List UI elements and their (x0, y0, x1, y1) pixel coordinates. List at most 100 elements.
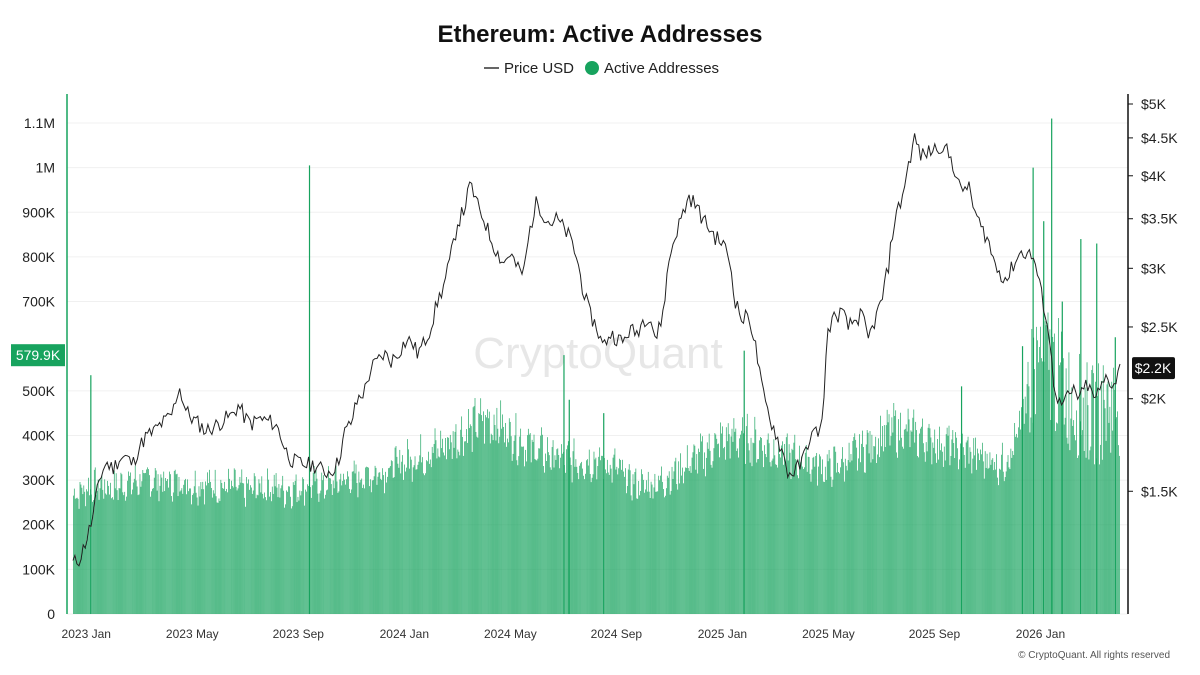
active-address-bar (411, 481, 413, 614)
active-address-bar (1114, 389, 1115, 614)
active-address-bar (847, 460, 849, 614)
active-address-bar (405, 471, 406, 614)
active-address-bar (537, 458, 539, 614)
active-address-bar (131, 494, 132, 614)
active-address-bar (724, 446, 725, 614)
active-address-bar (192, 493, 194, 614)
active-address-bar (667, 477, 669, 614)
active-address-bar (409, 456, 411, 614)
active-address-bar (517, 465, 519, 614)
active-address-bar (137, 495, 139, 614)
active-address-bar (191, 504, 192, 614)
active-address-bar (407, 439, 408, 614)
active-address-bar (763, 467, 764, 614)
active-address-bar (597, 466, 599, 614)
active-address-bar (800, 462, 801, 614)
active-address-bar (766, 439, 768, 614)
active-address-bar (1069, 450, 1071, 614)
active-address-bar (655, 491, 657, 614)
active-address-bar (628, 464, 630, 614)
active-address-bar (489, 443, 491, 614)
active-address-bar (510, 436, 512, 614)
active-address-bar (846, 470, 848, 614)
active-address-bar (685, 467, 687, 614)
active-address-bar (518, 456, 520, 614)
active-address-bar (485, 415, 486, 614)
active-address-bar (389, 466, 391, 614)
active-address-bar (506, 446, 507, 614)
active-address-bar (271, 486, 273, 614)
active-address-bar (113, 470, 115, 614)
active-address-bar (554, 455, 556, 614)
active-address-bar (602, 455, 603, 614)
active-address-bar (835, 451, 837, 614)
active-address-bar (666, 475, 668, 614)
active-address-bar (705, 457, 707, 614)
active-address-bar (1005, 471, 1007, 614)
active-address-bar (519, 436, 521, 614)
active-address-bar (401, 461, 403, 614)
active-address-bar (1111, 381, 1113, 614)
active-address-bar (406, 467, 407, 614)
active-address-bar (190, 488, 191, 614)
active-address-bar (196, 497, 198, 614)
active-address-bar (312, 472, 314, 614)
active-address-bar (917, 455, 918, 614)
active-address-bar (633, 484, 635, 614)
active-address-bar (902, 446, 903, 614)
active-address-bar (703, 468, 704, 614)
active-address-bar (429, 459, 431, 614)
active-address-bar (420, 434, 422, 614)
active-address-bar (673, 471, 675, 614)
active-address-bar (799, 445, 800, 614)
active-address-bar (274, 486, 276, 614)
active-address-bar (249, 489, 250, 614)
active-address-bar (905, 424, 907, 614)
active-address-bar (290, 508, 292, 614)
active-address-bar (339, 479, 341, 614)
active-address-bar (796, 460, 798, 614)
active-address-bar (220, 479, 222, 614)
active-address-bar (240, 482, 242, 614)
active-address-bar (1099, 464, 1100, 614)
active-address-bar (839, 473, 840, 614)
active-address-bar (732, 441, 734, 614)
active-address-bar (810, 481, 812, 614)
active-address-bar (774, 455, 776, 614)
active-address-bar (1006, 461, 1008, 614)
active-address-bar (913, 409, 915, 614)
active-address-bar (493, 414, 495, 614)
active-address-bar (482, 421, 483, 614)
active-address-bar (428, 451, 429, 614)
active-address-bar (923, 452, 925, 614)
legend-active-label[interactable]: Active Addresses (604, 60, 719, 77)
active-address-bar (227, 492, 228, 614)
active-address-bar (1029, 432, 1031, 614)
active-address-bar (636, 498, 638, 614)
active-address-bar (305, 489, 306, 614)
active-address-bar (898, 419, 899, 614)
right-tick-label: $4.5K (1141, 130, 1178, 146)
x-tick-label: 2023 Jan (62, 627, 111, 641)
active-address-bar (644, 492, 645, 614)
active-address-bar (929, 428, 931, 614)
active-address-bar (558, 454, 560, 614)
active-address-bar (733, 418, 735, 614)
active-address-bar (448, 449, 450, 614)
active-addresses-bars (73, 118, 1120, 615)
active-address-bar (980, 449, 981, 614)
active-address-bar (767, 433, 769, 614)
active-address-bar (437, 448, 439, 614)
active-address-bar (198, 486, 200, 614)
legend-price-label[interactable]: Price USD (504, 60, 574, 77)
active-address-bar (415, 469, 417, 614)
active-address-bar (719, 457, 720, 614)
active-address-bar (585, 473, 586, 614)
active-address-bar (364, 488, 365, 614)
active-address-bar (509, 421, 511, 614)
active-address-spike-bar (308, 165, 311, 614)
active-address-bar (922, 418, 923, 614)
active-address-bar (870, 462, 872, 614)
active-address-bar (1025, 413, 1027, 614)
active-address-bar (855, 439, 857, 614)
